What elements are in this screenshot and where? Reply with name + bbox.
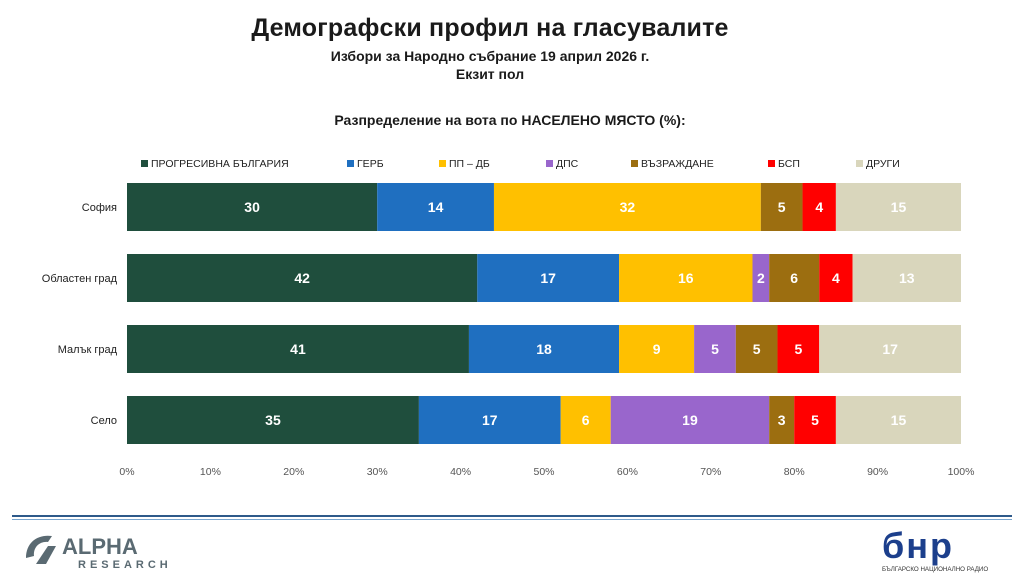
legend-swatch-герб: [347, 160, 354, 167]
x-tick-label-3: 30%: [367, 466, 388, 478]
x-tick-label-1: 10%: [200, 466, 221, 478]
data-label-други-1: 13: [899, 270, 915, 286]
data-label-прогресивна-българия-1: 42: [294, 270, 310, 286]
category-label-2: Малък град: [58, 344, 118, 356]
bar-segment-прогресивна-българия-2: [127, 325, 469, 373]
data-label-пп-дб-3: 6: [582, 412, 590, 428]
bar-segment-герб-3: [418, 396, 561, 444]
x-tick-label-0: 0%: [119, 466, 134, 478]
x-tick-label-10: 100%: [948, 466, 975, 478]
legend-label-пп-дб: ПП – ДБ: [449, 158, 490, 170]
data-label-пп-дб-1: 16: [678, 270, 694, 286]
bar-segment-герб-0: [377, 183, 494, 231]
data-label-бсп-1: 4: [832, 270, 840, 286]
bar-segment-прогресивна-българия-0: [127, 183, 378, 231]
data-label-герб-3: 17: [482, 412, 498, 428]
data-label-други-2: 17: [882, 341, 898, 357]
alpha-logo-subtext: RESEARCH: [78, 559, 172, 571]
data-label-бсп-2: 5: [794, 341, 802, 357]
bar-segment-пп-дб-0: [493, 183, 761, 231]
footer-divider-thin: [12, 519, 1012, 520]
legend-label-дпс: ДПС: [556, 158, 579, 170]
bar-segment-дпс-2: [694, 325, 736, 373]
data-label-възраждане-3: 3: [778, 412, 786, 428]
bnr-logo-subtext: БЪЛГАРСКО НАЦИОНАЛНО РАДИО: [882, 566, 988, 573]
bar-segment-други-1: [852, 254, 961, 302]
bar-segment-бсп-3: [794, 396, 836, 444]
data-label-пп-дб-2: 9: [653, 341, 661, 357]
subtitle-exit-poll: Екзит пол: [455, 66, 525, 82]
alpha-research-logo: ALPHA RESEARCH: [26, 534, 172, 571]
bar-segment-други-3: [835, 396, 961, 444]
legend-label-бсп: БСП: [778, 158, 800, 170]
bar-segment-възраждане-1: [769, 254, 820, 302]
x-tick-label-4: 40%: [450, 466, 471, 478]
chart-title: Разпределение на вота по НАСЕЛЕНО МЯСТО …: [334, 112, 686, 128]
legend-label-други: ДРУГИ: [866, 158, 900, 170]
bar-segment-възраждане-2: [735, 325, 778, 373]
legend-swatch-бсп: [768, 160, 775, 167]
bar-segment-прогресивна-българия-3: [127, 396, 419, 444]
legend-label-прогресивна-българия: ПРОГРЕСИВНА БЪЛГАРИЯ: [151, 158, 289, 170]
bar-segment-дпс-3: [610, 396, 770, 444]
category-label-1: Областен град: [42, 273, 118, 285]
x-tick-label-9: 90%: [867, 466, 888, 478]
stacked-bar-chart: ПРОГРЕСИВНА БЪЛГАРИЯ ГЕРБ ПП – ДБ ДПС ВЪЗРАЖ…: [42, 158, 975, 478]
x-tick-label-8: 80%: [784, 466, 805, 478]
bar-segment-пп-дб-2: [619, 325, 695, 373]
legend-swatch-други: [856, 160, 863, 167]
category-label-0: София: [82, 202, 117, 214]
data-label-прогресивна-българия-0: 30: [244, 199, 260, 215]
data-label-бсп-0: 4: [815, 199, 823, 215]
x-tick-label-7: 70%: [700, 466, 721, 478]
subtitle-election: Избори за Народно събрание 19 април 2026…: [330, 48, 650, 64]
bar-segment-дпс-1: [752, 254, 770, 302]
data-label-възраждане-0: 5: [778, 199, 786, 215]
data-label-прогресивна-българия-3: 35: [265, 412, 281, 428]
data-label-дпс-2: 5: [711, 341, 719, 357]
legend-swatch-дпс: [546, 160, 553, 167]
bnr-logo: бнр БЪЛГАРСКО НАЦИОНАЛНО РАДИО: [882, 526, 988, 573]
data-label-прогресивна-българия-2: 41: [290, 341, 306, 357]
alpha-logo-text: ALPHA: [62, 534, 138, 559]
bar-segment-пп-дб-1: [619, 254, 753, 302]
x-tick-label-6: 60%: [617, 466, 638, 478]
legend-swatch-възраждане: [631, 160, 638, 167]
legend-swatch-прогресивна-българия: [141, 160, 148, 167]
data-label-бсп-3: 5: [811, 412, 819, 428]
bar-segment-бсп-1: [819, 254, 853, 302]
bar-segment-герб-1: [477, 254, 620, 302]
bar-segment-прогресивна-българия-1: [127, 254, 478, 302]
bar-segment-пп-дб-3: [560, 396, 611, 444]
data-label-герб-2: 18: [536, 341, 552, 357]
page-title: Демографски профил на гласувалите: [251, 14, 729, 42]
data-label-пп-дб-0: 32: [620, 199, 636, 215]
bnr-logo-text: бнр: [882, 526, 954, 566]
legend-swatch-пп-дб: [439, 160, 446, 167]
footer-divider: [12, 515, 1012, 517]
x-tick-label-5: 50%: [533, 466, 554, 478]
data-label-други-3: 15: [891, 412, 907, 428]
data-label-герб-0: 14: [428, 199, 444, 215]
bar-segment-възраждане-3: [769, 396, 795, 444]
data-label-възраждане-1: 6: [790, 270, 798, 286]
page-subtitle: Избори за Народно събрание 19 април 2026…: [0, 47, 980, 83]
data-label-възраждане-2: 5: [753, 341, 761, 357]
bar-segment-други-2: [819, 325, 961, 373]
legend-label-герб: ГЕРБ: [357, 158, 384, 170]
legend-label-възраждане: ВЪЗРАЖДАНЕ: [641, 158, 714, 170]
bar-segment-герб-2: [468, 325, 620, 373]
category-label-3: Село: [91, 415, 117, 427]
bar-segment-бсп-0: [802, 183, 836, 231]
bar-segment-бсп-2: [777, 325, 820, 373]
x-tick-label-2: 20%: [283, 466, 304, 478]
bar-segment-други-0: [835, 183, 961, 231]
data-label-други-0: 15: [891, 199, 907, 215]
data-label-дпс-3: 19: [682, 412, 698, 428]
data-label-герб-1: 17: [540, 270, 556, 286]
bar-segment-възраждане-0: [760, 183, 803, 231]
data-label-дпс-1: 2: [757, 270, 765, 286]
alpha-swoosh-icon: [26, 535, 52, 558]
